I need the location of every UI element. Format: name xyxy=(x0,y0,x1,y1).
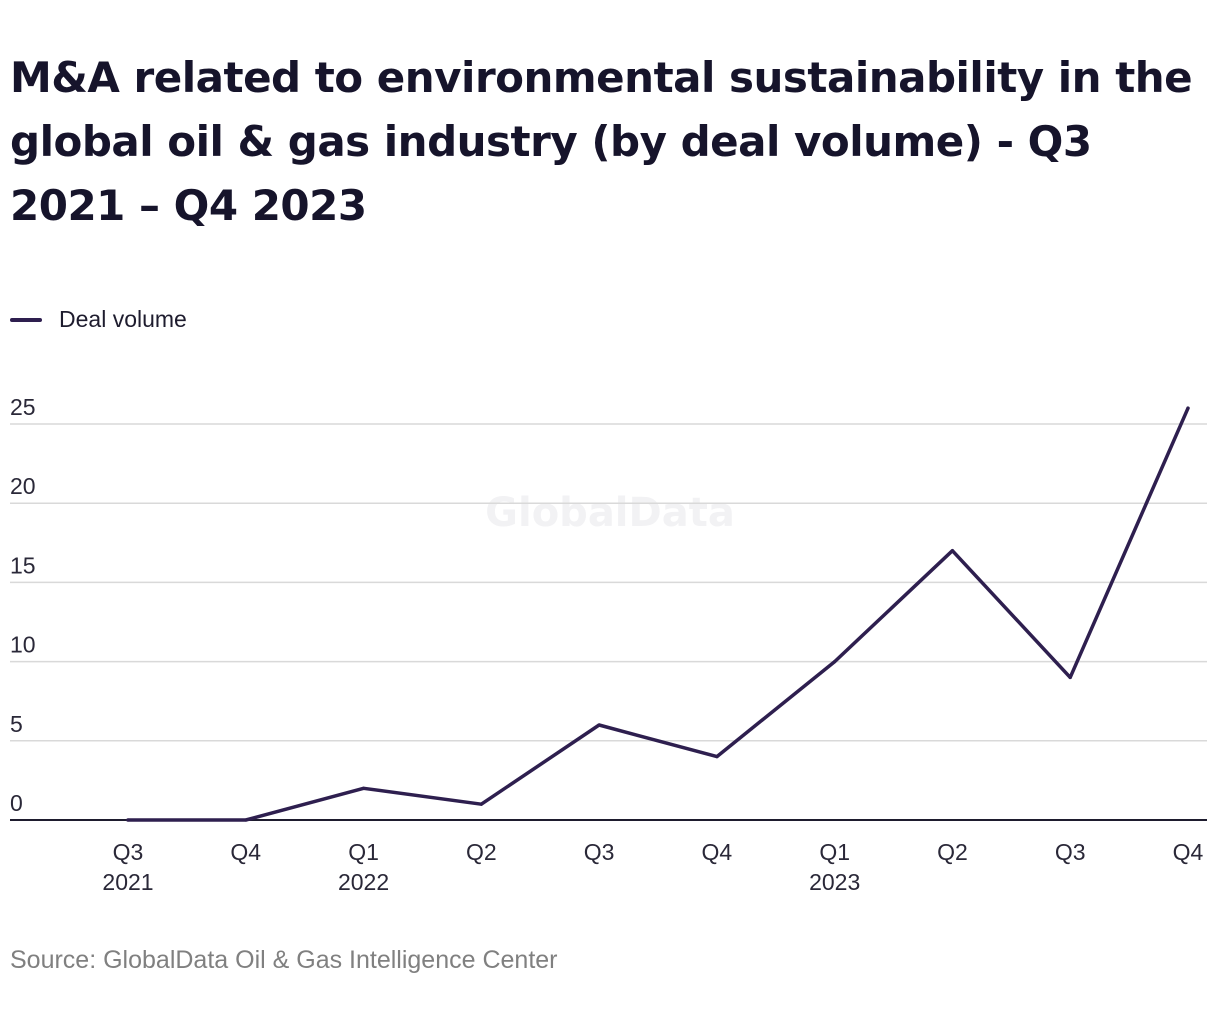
x-tick-label: Q1 xyxy=(819,839,850,865)
y-tick-label: 0 xyxy=(10,790,23,816)
data-point xyxy=(1068,675,1072,680)
x-tick-year-label: 2021 xyxy=(102,869,153,895)
x-tick-label: Q4 xyxy=(702,839,733,865)
y-tick-label: 15 xyxy=(10,552,36,578)
legend-label: Deal volume xyxy=(59,306,187,332)
legend: Deal volume xyxy=(10,306,187,333)
legend-line-swatch xyxy=(10,317,42,322)
chart-title: M&A related to environmental sustainabil… xyxy=(10,53,1193,230)
x-tick-label: Q3 xyxy=(113,839,144,865)
x-tick-label: Q3 xyxy=(584,839,615,865)
y-tick-label: 5 xyxy=(10,711,23,737)
x-tick-label: Q2 xyxy=(937,839,968,865)
gridlines xyxy=(10,423,1207,742)
x-axis-ticks: Q3 2021 Q4 Q1 2022 Q2 Q3 Q4 Q1 2023 Q2 Q3 Q4 xyxy=(102,839,1203,895)
x-tick-year-label: 2023 xyxy=(809,869,860,895)
data-point xyxy=(126,818,130,822)
x-tick-year-label: 2022 xyxy=(338,869,389,895)
data-point xyxy=(833,660,837,664)
x-tick-label: Q4 xyxy=(230,839,261,865)
y-tick-label: 10 xyxy=(10,632,36,658)
x-tick-label: Q2 xyxy=(466,839,497,865)
source-note: Source: GlobalData Oil & Gas Intelligenc… xyxy=(10,946,558,974)
deal-volume-line xyxy=(126,406,1190,822)
x-tick-label: Q1 xyxy=(348,839,379,865)
data-point xyxy=(361,786,366,790)
data-point xyxy=(479,802,483,806)
watermark: GlobalData xyxy=(485,490,735,536)
y-tick-label: 20 xyxy=(10,473,36,499)
x-tick-label: Q4 xyxy=(1173,839,1204,865)
data-point xyxy=(950,549,955,553)
data-point xyxy=(244,818,248,822)
data-point xyxy=(597,723,601,727)
y-tick-label: 25 xyxy=(10,394,36,420)
y-axis-ticks: 0 5 10 15 20 25 xyxy=(10,394,36,816)
data-point xyxy=(1186,406,1190,410)
data-point xyxy=(715,755,719,759)
x-tick-label: Q3 xyxy=(1055,839,1086,865)
data-points xyxy=(126,406,1190,822)
